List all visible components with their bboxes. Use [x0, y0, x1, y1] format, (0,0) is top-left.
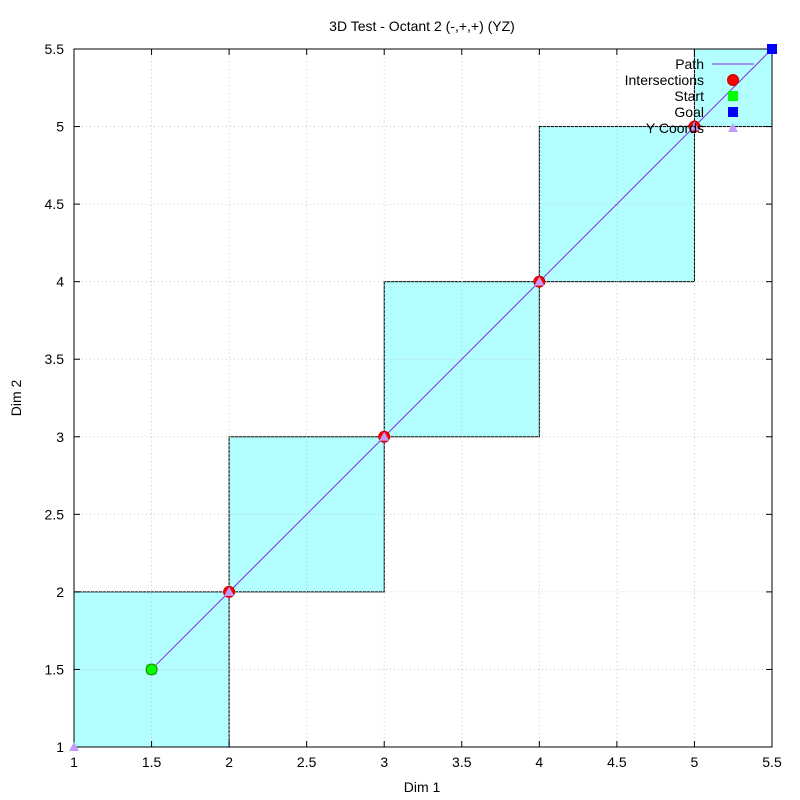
x-tick-label: 1.5	[142, 754, 162, 770]
y-tick-label: 1	[56, 739, 64, 755]
legend-swatch-start	[728, 91, 738, 101]
x-tick-label: 4	[535, 754, 543, 770]
chart-title: 3D Test - Octant 2 (-,+,+) (YZ)	[329, 18, 515, 34]
legend-label-start: Start	[674, 88, 704, 104]
x-tick-label: 4.5	[607, 754, 627, 770]
x-tick-label: 5.5	[762, 754, 782, 770]
y-tick-label: 4	[56, 274, 64, 290]
legend-label-goal: Goal	[674, 104, 704, 120]
legend-label-intersections: Intersections	[625, 72, 704, 88]
series-layer	[69, 44, 777, 751]
x-tick-label: 3.5	[452, 754, 472, 770]
y-tick-label: 3.5	[45, 351, 65, 367]
x-tick-label: 5	[691, 754, 699, 770]
legend-label-y-coords: Y Coords	[646, 120, 704, 136]
grid-layer	[74, 49, 772, 747]
legend-swatch-goal	[728, 107, 738, 117]
series-y-coords-point	[224, 586, 235, 596]
y-tick-label: 2	[56, 584, 64, 600]
ticks-layer: 1 1.5 2 2.5 3 3.5 4 4.5 5 5.5 1 1.5 2 2.5 3 3.5 4 4.5 5 5.5	[45, 41, 782, 770]
x-tick-label: 2.5	[297, 754, 317, 770]
series-goal-point	[767, 44, 777, 54]
y-tick-label: 4.5	[45, 196, 65, 212]
series-y-coords-point	[534, 276, 545, 286]
legend-label-path: Path	[675, 56, 704, 72]
y-tick-label: 5	[56, 119, 64, 135]
series-y-coords-point	[689, 121, 700, 131]
x-tick-label: 3	[380, 754, 388, 770]
series-start-marker	[145, 663, 158, 676]
plot-frame	[73, 48, 773, 748]
y-tick-label: 3	[56, 429, 64, 445]
series-y-coords-point	[69, 742, 79, 751]
y-tick-label: 5.5	[45, 41, 65, 57]
series-path-line	[151, 48, 773, 670]
y-tick-label: 2.5	[45, 506, 65, 522]
x-tick-label: 1	[70, 754, 78, 770]
series-y-coords-point	[379, 431, 390, 441]
x-axis-title: Dim 1	[404, 779, 441, 795]
y-tick-label: 1.5	[45, 661, 65, 677]
legend-swatch-intersections	[727, 74, 739, 86]
legend-swatch-y-coords	[728, 123, 738, 132]
x-tick-label: 2	[225, 754, 233, 770]
y-axis-title: Dim 2	[8, 380, 24, 417]
